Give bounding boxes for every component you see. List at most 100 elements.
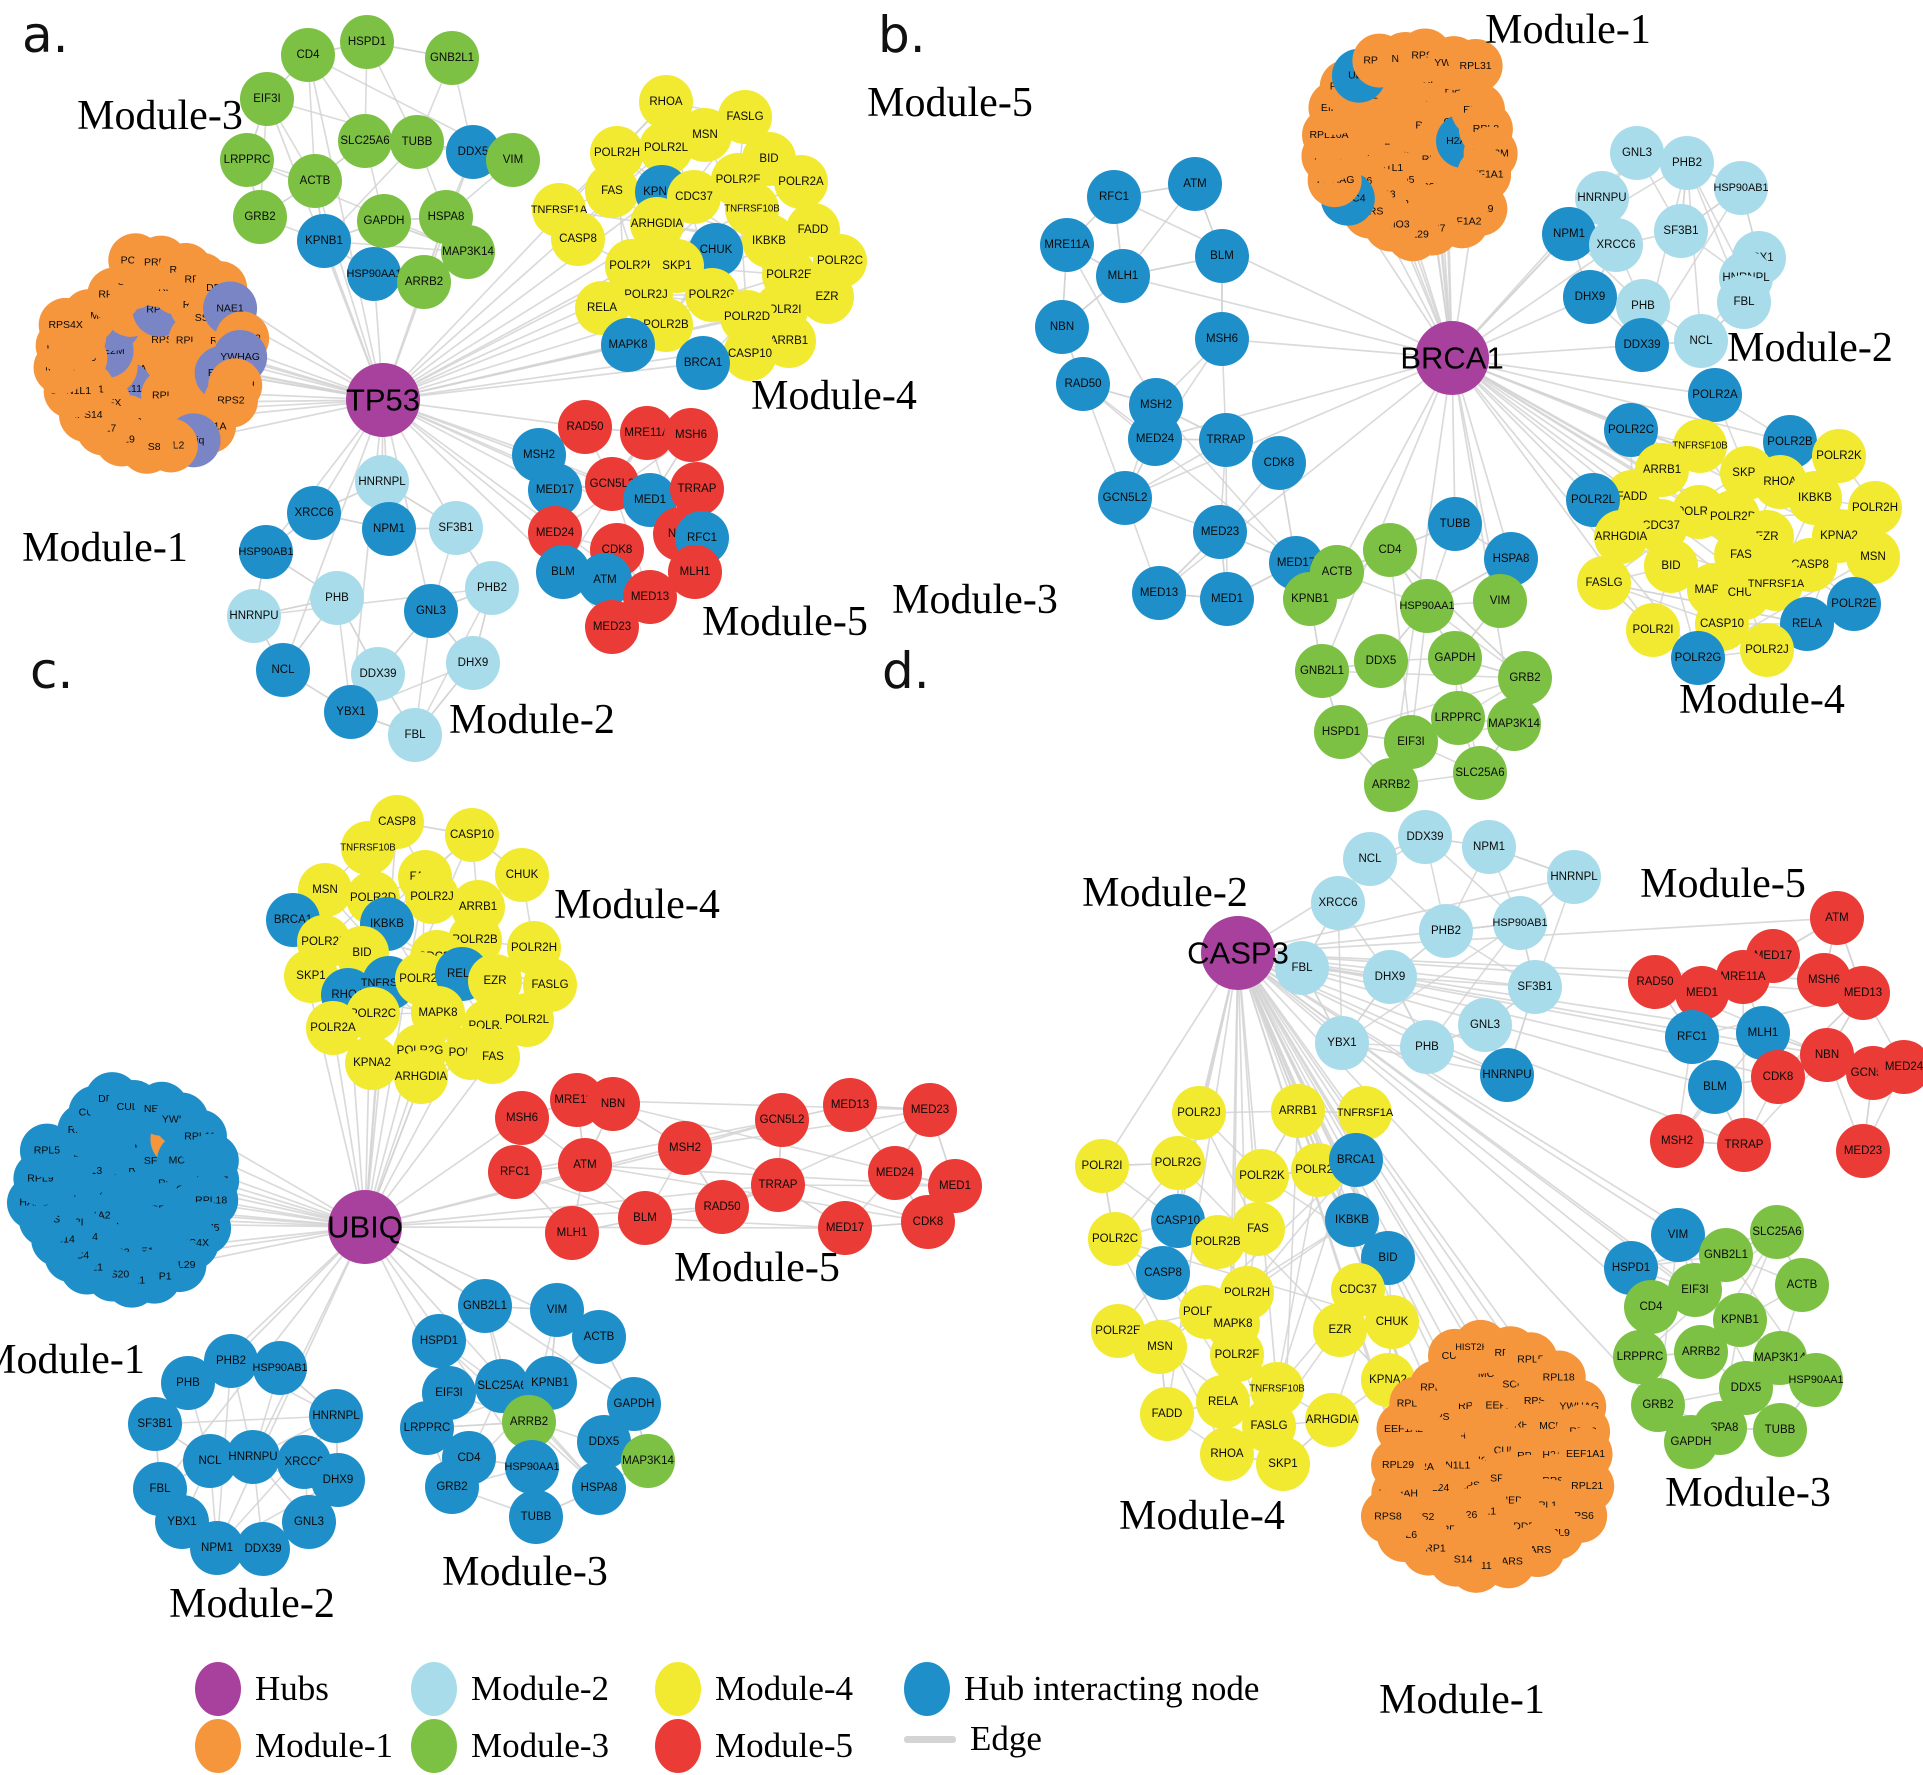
node-DHX9[interactable]: DHX9	[1363, 950, 1417, 1004]
node-XRCC6[interactable]: XRCC6	[287, 486, 341, 540]
node-circle[interactable]	[558, 400, 612, 454]
node-circle[interactable]	[668, 545, 722, 599]
node-BLM[interactable]: BLM	[1688, 1060, 1742, 1114]
hub-circle[interactable]	[346, 363, 420, 437]
node-NBN[interactable]: NBN	[1035, 300, 1089, 354]
node-circle[interactable]	[1631, 1378, 1685, 1432]
node-ACTB[interactable]: ACTB	[572, 1310, 626, 1364]
hub-CASP3[interactable]: CASP3	[1187, 916, 1289, 990]
node-MSH2[interactable]: MSH2	[658, 1121, 712, 1175]
node-circle[interactable]	[1256, 1437, 1310, 1491]
node-POLR2E[interactable]: POLR2E	[1827, 577, 1881, 631]
node-YBX1[interactable]: YBX1	[1315, 1016, 1369, 1070]
node-circle[interactable]	[1314, 705, 1368, 759]
node-TUBB[interactable]: TUBB	[509, 1490, 563, 1544]
node-circle[interactable]	[1713, 1293, 1767, 1347]
node-RAD50[interactable]: RAD50	[695, 1180, 749, 1234]
node-circle[interactable]	[309, 1389, 363, 1443]
node-SF3B1[interactable]: SF3B1	[1654, 204, 1708, 258]
node-circle[interactable]	[253, 1341, 307, 1395]
node-circle[interactable]	[183, 1434, 237, 1488]
node-circle[interactable]	[577, 1415, 631, 1469]
node-circle[interactable]	[1363, 950, 1417, 1004]
node-LRPPRC[interactable]: LRPPRC	[1431, 691, 1485, 745]
node-FAS[interactable]: FAS	[466, 1030, 520, 1084]
node-TNFRSF1A[interactable]: TNFRSF1A	[1337, 1086, 1394, 1140]
node-circle[interactable]	[1780, 597, 1834, 651]
node-circle[interactable]	[19, 1123, 74, 1178]
node-circle[interactable]	[1688, 1060, 1742, 1114]
node-circle[interactable]	[1508, 960, 1562, 1014]
node-circle[interactable]	[1675, 966, 1729, 1020]
node-circle[interactable]	[1428, 497, 1482, 551]
node-MED24[interactable]: MED24	[1128, 412, 1182, 466]
node-XRCC6[interactable]: XRCC6	[1311, 876, 1365, 930]
node-MSH2[interactable]: MSH2	[1650, 1114, 1704, 1168]
node-circle[interactable]	[1172, 1086, 1226, 1140]
node-SLC25A6[interactable]: SLC25A6	[1750, 1205, 1804, 1259]
node-MSH6[interactable]: MSH6	[664, 408, 718, 462]
node-circle[interactable]	[1827, 577, 1881, 631]
node-NPM1[interactable]: NPM1	[190, 1521, 244, 1575]
node-circle[interactable]	[1615, 318, 1669, 372]
node-circle[interactable]	[1604, 403, 1658, 457]
node-ARRB2[interactable]: ARRB2	[397, 255, 451, 309]
node-RFC1[interactable]: RFC1	[1665, 1010, 1719, 1064]
node-HSP90AA1[interactable]: HSP90AA1	[346, 247, 402, 301]
node-circle[interactable]	[340, 15, 394, 69]
node-circle[interactable]	[1338, 1086, 1392, 1140]
node-circle[interactable]	[1473, 574, 1527, 628]
node-circle[interactable]	[445, 808, 499, 862]
node-circle[interactable]	[1719, 1361, 1773, 1415]
node-circle[interactable]	[1364, 758, 1418, 812]
node-circle[interactable]	[1812, 429, 1866, 483]
node-circle[interactable]	[288, 154, 342, 208]
node-circle[interactable]	[1484, 532, 1538, 586]
node-circle[interactable]	[1462, 820, 1516, 874]
node-circle[interactable]	[1750, 1205, 1804, 1259]
node-NCL[interactable]: NCL	[1343, 832, 1397, 886]
node-circle[interactable]	[1098, 471, 1152, 525]
node-circle[interactable]	[621, 1434, 675, 1488]
node-CASP10[interactable]: CASP10	[445, 808, 499, 862]
node-circle[interactable]	[306, 1001, 360, 1055]
node-circle[interactable]	[1168, 157, 1222, 211]
node-circle[interactable]	[536, 545, 590, 599]
node-circle[interactable]	[1563, 270, 1617, 324]
node-circle[interactable]	[297, 214, 351, 268]
node-MED23[interactable]: MED23	[585, 600, 639, 654]
node-circle[interactable]	[586, 1077, 640, 1131]
node-circle[interactable]	[1056, 357, 1110, 411]
node-circle[interactable]	[1668, 1263, 1722, 1317]
node-PHB2[interactable]: PHB2	[1419, 904, 1473, 958]
node-CDK8[interactable]: CDK8	[1751, 1050, 1805, 1104]
node-HNRNPU[interactable]: HNRNPU	[1480, 1048, 1534, 1102]
node-circle[interactable]	[1195, 312, 1249, 366]
node-circle[interactable]	[1751, 1050, 1805, 1104]
node-circle[interactable]	[1343, 832, 1397, 886]
node-CASP8[interactable]: CASP8	[1136, 1246, 1190, 1300]
node-circle[interactable]	[774, 155, 828, 209]
node-MAP3K14[interactable]: MAP3K14	[441, 225, 495, 279]
node-circle[interactable]	[446, 636, 500, 690]
hub-UBIQ[interactable]: UBIQ	[327, 1190, 403, 1264]
node-circle[interactable]	[1613, 1330, 1667, 1384]
node-circle[interactable]	[1664, 1415, 1718, 1469]
node-circle[interactable]	[161, 1356, 215, 1410]
node-circle[interactable]	[425, 1460, 479, 1514]
node-circle[interactable]	[1453, 746, 1507, 800]
node-KPNB1[interactable]: KPNB1	[297, 214, 351, 268]
node-circle[interactable]	[1650, 1114, 1704, 1168]
node-GNL3[interactable]: GNL3	[1458, 998, 1512, 1052]
node-circle[interactable]	[1717, 275, 1771, 329]
node-circle[interactable]	[311, 1453, 365, 1507]
node-circle[interactable]	[220, 133, 274, 187]
node-POLR2I[interactable]: POLR2I	[1075, 1139, 1129, 1193]
node-circle[interactable]	[282, 1495, 336, 1549]
node-circle[interactable]	[429, 501, 483, 555]
node-RFC1[interactable]: RFC1	[488, 1145, 542, 1199]
node-circle[interactable]	[239, 525, 293, 579]
node-MED13[interactable]: MED13	[1836, 966, 1890, 1020]
node-MAP3K14[interactable]: MAP3K14	[1487, 697, 1541, 751]
node-KPNA2[interactable]: KPNA2	[345, 1036, 399, 1090]
